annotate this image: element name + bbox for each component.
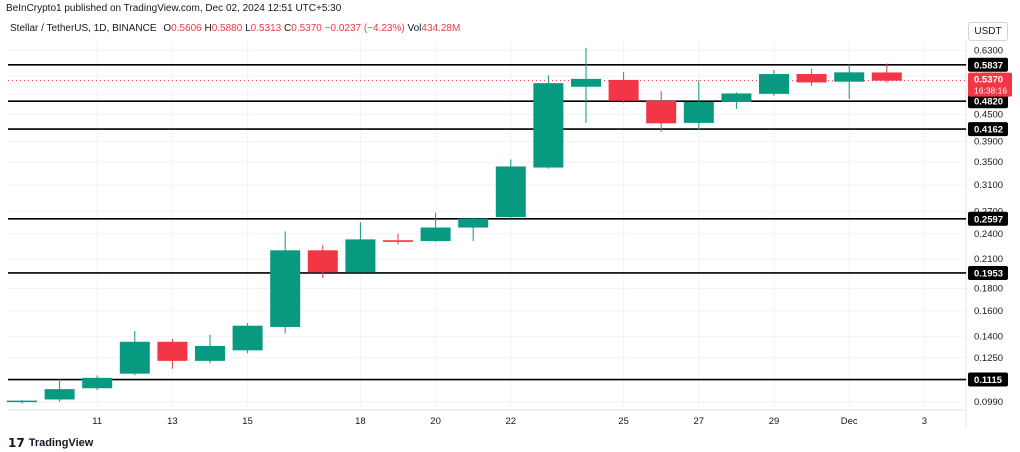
y-tick-label: 0.4500: [974, 109, 1003, 120]
open-value: 0.5606: [171, 23, 202, 34]
high-label: H: [204, 23, 212, 34]
level-price-tag: [968, 265, 1008, 280]
candle-body: [834, 72, 865, 82]
level-price-label: 0.4162: [974, 125, 1003, 136]
y-tick-label: 0.3900: [974, 136, 1003, 147]
x-tick-label: 22: [506, 416, 517, 427]
x-tick-label: 15: [242, 416, 253, 427]
currency-button[interactable]: USDT: [968, 22, 1008, 41]
tradingview-logo[interactable]: 𝟭𝟳 TradingView: [8, 436, 93, 450]
candle-body: [420, 227, 451, 242]
x-tick-label: 11: [92, 416, 102, 427]
publisher-line: BeInCrypto1 published on TradingView.com…: [6, 3, 342, 14]
level-price-tag: [968, 211, 1008, 226]
low-value: 0.5313: [250, 23, 282, 34]
logo-text: TradingView: [28, 437, 94, 449]
x-tick-label: 29: [769, 416, 780, 427]
x-tick-label: 3: [922, 416, 927, 427]
level-price-label: 0.1115: [974, 375, 1003, 386]
level-price-tag: [968, 372, 1008, 387]
level-price-label: 0.1953: [974, 268, 1003, 279]
x-tick-label: 20: [430, 416, 441, 427]
candle-body: [345, 239, 376, 273]
candle-body: [608, 79, 639, 101]
candle-body: [307, 250, 338, 273]
x-tick-label: 18: [355, 416, 366, 427]
last-price-tag: [968, 72, 1012, 97]
ohlc-legend: Stellar / TetherUS, 1D, BINANCE O0.5606 …: [10, 23, 460, 34]
x-tick-label: 27: [694, 416, 705, 427]
y-tick-label: 0.2100: [974, 254, 1003, 265]
level-price-tag: [968, 57, 1008, 72]
y-tick-label: 0.1250: [974, 353, 1003, 364]
candle-body: [495, 166, 526, 218]
x-tick-label: 25: [618, 416, 629, 427]
level-price-tag: [968, 94, 1008, 109]
candle-body: [195, 346, 225, 361]
candle-body: [458, 218, 489, 228]
candle-body: [157, 341, 188, 361]
candle-body: [796, 74, 827, 83]
volume-label: Vol: [407, 23, 422, 34]
candle-body: [270, 250, 301, 327]
x-tick-label: 13: [167, 416, 178, 427]
candle-body: [721, 93, 752, 102]
candle-body: [571, 78, 601, 87]
low-label: L: [245, 23, 251, 34]
last-price-label: 0.5370: [974, 75, 1003, 86]
y-tick-label: 0.3100: [974, 180, 1003, 191]
y-tick-label: 0.2400: [974, 229, 1003, 240]
candle-body: [82, 377, 113, 389]
candle-body: [7, 400, 37, 403]
level-price-label: 0.4820: [974, 97, 1003, 108]
level-price-tag: [968, 122, 1008, 137]
level-price-label: 0.5837: [974, 60, 1003, 71]
level-price-label: 0.2597: [974, 214, 1003, 225]
open-label: O: [163, 23, 172, 34]
candle-body: [232, 325, 263, 351]
symbol-label[interactable]: Stellar / TetherUS, 1D, BINANCE: [10, 23, 157, 34]
candle-body: [759, 74, 789, 94]
y-tick-label: 0.1800: [974, 283, 1003, 294]
volume-value: 434.28M: [421, 23, 461, 34]
y-tick-label: 0.1600: [974, 306, 1003, 317]
countdown-label: 16:38:16: [974, 86, 1007, 96]
y-tick-label: 0.6300: [974, 45, 1003, 56]
tradingview-logo-icon: 𝟭𝟳: [8, 436, 25, 450]
high-value: 0.5880: [211, 23, 243, 34]
y-tick-label: 0.1400: [974, 331, 1003, 342]
candle-body: [533, 83, 564, 168]
close-label: C: [284, 23, 292, 34]
candle-body: [871, 72, 902, 81]
candle-body: [119, 341, 150, 374]
change-value: −0.0237 (−4.23%): [324, 23, 405, 34]
candle-body: [646, 100, 677, 124]
candle-body: [44, 389, 75, 400]
candle-body: [383, 240, 413, 242]
candle-body: [683, 101, 714, 123]
x-tick-label: Dec: [841, 416, 858, 427]
y-tick-label: 0.3500: [974, 157, 1003, 168]
y-tick-label: 0.0990: [974, 397, 1003, 408]
close-value: 0.5370: [291, 23, 322, 34]
